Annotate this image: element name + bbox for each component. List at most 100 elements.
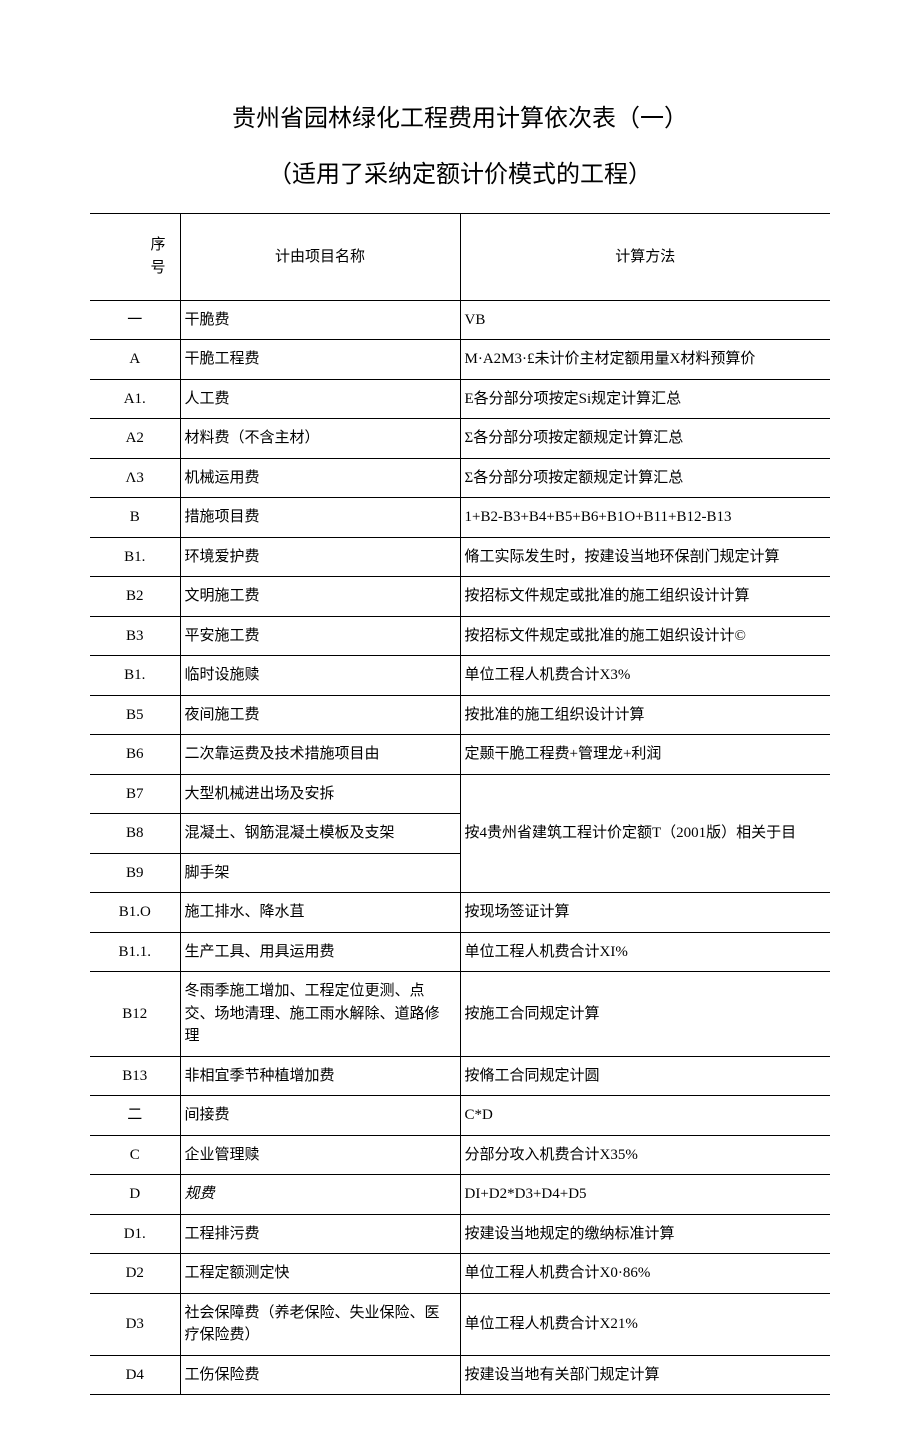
table-row: A干脆工程费M·A2M3·£未计价主材定额用量X材料预算价 <box>90 340 830 380</box>
cell-method: M·A2M3·£未计价主材定额用量X材料预算价 <box>460 340 830 380</box>
table-header-row: 序 号 计由项目名称 计算方法 <box>90 213 830 300</box>
cell-name: 干脆费 <box>180 300 460 340</box>
cell-name: 材料费（不含主材） <box>180 419 460 459</box>
cell-seq: B12 <box>90 972 180 1057</box>
cell-method: 单位工程人机费合计X3% <box>460 656 830 696</box>
cell-method: 按建设当地规定的缴纳标准计算 <box>460 1214 830 1254</box>
cell-method: 按批准的施工组织设计计算 <box>460 695 830 735</box>
cell-name: 间接费 <box>180 1096 460 1136</box>
cell-method: 单位工程人机费合计XI% <box>460 932 830 972</box>
table-row: B1.临时设施赎单位工程人机费合计X3% <box>90 656 830 696</box>
cell-seq: D1. <box>90 1214 180 1254</box>
cell-method: 按4贵州省建筑工程计价定额T（2001版）相关于目 <box>460 814 830 854</box>
cell-method: 单位工程人机费合计X21% <box>460 1293 830 1355</box>
cell-method: 按招标文件规定或批准的施工组织设计计算 <box>460 577 830 617</box>
cell-method: DI+D2*D3+D4+D5 <box>460 1175 830 1215</box>
cell-method: C*D <box>460 1096 830 1136</box>
table-body: 一干脆费VBA干脆工程费M·A2M3·£未计价主材定额用量X材料预算价A1.人工… <box>90 300 830 1395</box>
cell-seq: B <box>90 498 180 538</box>
cell-method: 按现场签证计算 <box>460 893 830 933</box>
cell-name: 冬雨季施工增加、工程定位更测、点交、场地清理、施工雨水解除、道路修理 <box>180 972 460 1057</box>
cell-seq: B1. <box>90 656 180 696</box>
cell-method: 按建设当地有关部门规定计算 <box>460 1355 830 1395</box>
cell-method: Σ各分部分项按定额规定计算汇总 <box>460 458 830 498</box>
cell-name: 文明施工费 <box>180 577 460 617</box>
cell-method: 按招标文件规定或批准的施工姐织设计计© <box>460 616 830 656</box>
cell-seq: 一 <box>90 300 180 340</box>
cell-seq: Λ3 <box>90 458 180 498</box>
cell-seq: B7 <box>90 774 180 814</box>
table-row: B8混凝土、钢筋混凝土模板及支架按4贵州省建筑工程计价定额T（2001版）相关于… <box>90 814 830 854</box>
cell-seq: B1.O <box>90 893 180 933</box>
cell-name: 规费 <box>180 1175 460 1215</box>
table-row: A2材料费（不含主材）Σ各分部分项按定额规定计算汇总 <box>90 419 830 459</box>
table-row: D3社会保障费（养老保险、失业保险、医疗保险费）单位工程人机费合计X21% <box>90 1293 830 1355</box>
table-row: B5夜间施工费按批准的施工组织设计计算 <box>90 695 830 735</box>
cell-seq: B1.1. <box>90 932 180 972</box>
page-title-1: 贵州省园林绿化工程费用计算依次表（一） <box>90 100 830 138</box>
cell-name: 社会保障费（养老保险、失业保险、医疗保险费） <box>180 1293 460 1355</box>
cell-seq: B13 <box>90 1056 180 1096</box>
table-row: D4工伤保险费按建设当地有关部门规定计算 <box>90 1355 830 1395</box>
cell-seq: D3 <box>90 1293 180 1355</box>
cell-method: 定颞干脆工程费+管理龙+利润 <box>460 735 830 775</box>
cell-name: 非相宜季节种植增加费 <box>180 1056 460 1096</box>
header-seq-top: 序 <box>150 234 165 257</box>
header-name: 计由项目名称 <box>180 213 460 300</box>
table-row: D规费DI+D2*D3+D4+D5 <box>90 1175 830 1215</box>
table-row: B9脚手架 <box>90 853 830 893</box>
cell-seq: B6 <box>90 735 180 775</box>
cell-name: 大型机械进出场及安拆 <box>180 774 460 814</box>
cell-name: 机械运用费 <box>180 458 460 498</box>
table-row: B1.1.生产工具、用具运用费单位工程人机费合计XI% <box>90 932 830 972</box>
cell-method: VB <box>460 300 830 340</box>
cell-name: 企业管理赎 <box>180 1135 460 1175</box>
cell-name: 工程排污费 <box>180 1214 460 1254</box>
cell-seq: A2 <box>90 419 180 459</box>
cell-name: 措施项目费 <box>180 498 460 538</box>
cell-seq: 二 <box>90 1096 180 1136</box>
cell-seq: B3 <box>90 616 180 656</box>
cell-seq: A1. <box>90 379 180 419</box>
cell-seq: A <box>90 340 180 380</box>
cell-name: 工伤保险费 <box>180 1355 460 1395</box>
table-row: B措施项目费1+B2-B3+B4+B5+B6+B1O+B11+B12-B13 <box>90 498 830 538</box>
header-method: 计算方法 <box>460 213 830 300</box>
cell-method <box>460 853 830 893</box>
cell-name: 平安施工费 <box>180 616 460 656</box>
cell-seq: B5 <box>90 695 180 735</box>
page-title-2: （适用了采纳定额计价模式的工程） <box>90 156 830 194</box>
cell-seq: B9 <box>90 853 180 893</box>
cell-method: 按施工合同规定计算 <box>460 972 830 1057</box>
cell-seq: B8 <box>90 814 180 854</box>
header-seq-bot: 号 <box>150 257 165 280</box>
cell-method: 按脩工合同规定计圆 <box>460 1056 830 1096</box>
cell-name: 生产工具、用具运用费 <box>180 932 460 972</box>
cell-name: 干脆工程费 <box>180 340 460 380</box>
cell-method: 单位工程人机费合计X0·86% <box>460 1254 830 1294</box>
table-row: Λ3机械运用费Σ各分部分项按定额规定计算汇总 <box>90 458 830 498</box>
cell-name: 混凝土、钢筋混凝土模板及支架 <box>180 814 460 854</box>
cell-method: Σ各分部分项按定额规定计算汇总 <box>460 419 830 459</box>
cell-seq: D4 <box>90 1355 180 1395</box>
cell-name: 环境爱护费 <box>180 537 460 577</box>
cell-method: 脩工实际发生时，按建设当地环保剖门规定计算 <box>460 537 830 577</box>
cost-table: 序 号 计由项目名称 计算方法 一干脆费VBA干脆工程费M·A2M3·£未计价主… <box>90 213 830 1396</box>
table-row: D2工程定额测定快单位工程人机费合计X0·86% <box>90 1254 830 1294</box>
cell-name: 施工排水、降水苴 <box>180 893 460 933</box>
table-row: C企业管理赎分部分攻入机费合计X35% <box>90 1135 830 1175</box>
header-seq: 序 号 <box>90 213 180 300</box>
table-row: A1.人工费E各分部分项按定Si规定计算汇总 <box>90 379 830 419</box>
cell-method: E各分部分项按定Si规定计算汇总 <box>460 379 830 419</box>
cell-method <box>460 774 830 814</box>
cell-seq: D2 <box>90 1254 180 1294</box>
table-row: B2文明施工费按招标文件规定或批准的施工组织设计计算 <box>90 577 830 617</box>
table-row: B1.环境爱护费脩工实际发生时，按建设当地环保剖门规定计算 <box>90 537 830 577</box>
table-row: B1.O施工排水、降水苴按现场签证计算 <box>90 893 830 933</box>
table-row: B6二次靠运费及技术措施项目由定颞干脆工程费+管理龙+利润 <box>90 735 830 775</box>
table-row: B12冬雨季施工增加、工程定位更测、点交、场地清理、施工雨水解除、道路修理按施工… <box>90 972 830 1057</box>
table-row: 一干脆费VB <box>90 300 830 340</box>
table-row: B13非相宜季节种植增加费按脩工合同规定计圆 <box>90 1056 830 1096</box>
cell-name: 人工费 <box>180 379 460 419</box>
cell-name: 夜间施工费 <box>180 695 460 735</box>
